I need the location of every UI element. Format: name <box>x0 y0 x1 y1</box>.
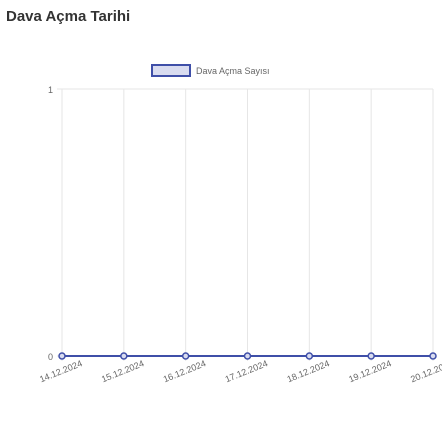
line-chart: Dava Açma Sayısı 01 14.12.2024 15.12.2024… <box>38 64 442 384</box>
grid <box>57 88 434 361</box>
x-tick-label: 14.12.2024 <box>38 358 84 384</box>
data-point <box>367 352 375 360</box>
x-tick-label: 15.12.2024 <box>100 358 146 384</box>
y-tick-label: 1 <box>48 85 53 95</box>
y-axis: 01 <box>48 85 53 362</box>
series-group <box>58 352 437 360</box>
data-point <box>181 352 190 360</box>
legend-label[interactable]: Dava Açma Sayısı <box>196 66 270 76</box>
data-point <box>58 352 66 360</box>
x-tick-label: 17.12.2024 <box>224 358 270 384</box>
legend-swatch[interactable] <box>151 64 191 77</box>
data-point <box>429 352 437 360</box>
page-title: Dava Açma Tarihi <box>6 8 131 25</box>
data-point <box>120 352 128 360</box>
x-tick-label: 20.12.2024 <box>409 358 442 384</box>
x-tick-label: 18.12.2024 <box>285 358 331 384</box>
x-tick-label: 19.12.2024 <box>347 358 393 384</box>
x-tick-label: 16.12.2024 <box>162 358 208 384</box>
data-point <box>243 352 252 360</box>
y-tick-label: 0 <box>48 352 53 362</box>
x-axis: 14.12.2024 15.12.2024 16.12.2024 17.12.2024… <box>38 358 442 384</box>
data-point <box>305 352 314 360</box>
legend[interactable]: Dava Açma Sayısı <box>151 64 270 77</box>
